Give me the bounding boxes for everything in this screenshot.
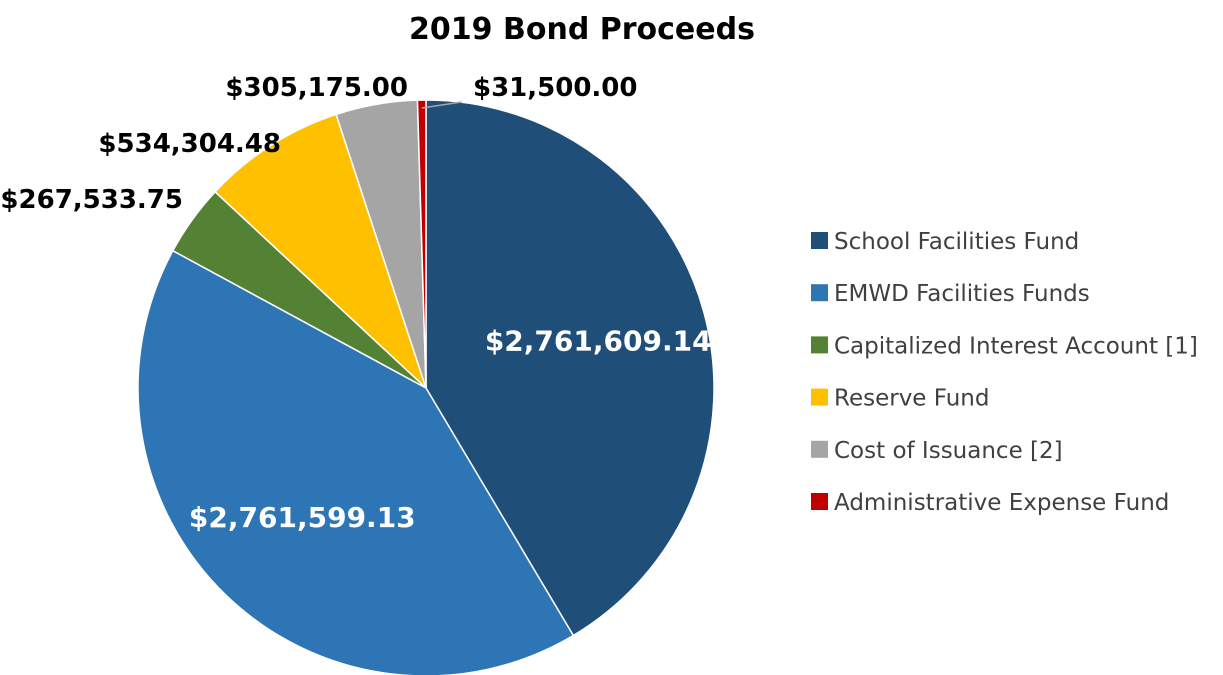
leader-line-administrative-expense-fund	[421, 101, 462, 109]
pie-slice-emwd-facilities-funds	[137, 249, 575, 675]
legend: School Facilities Fund EMWD Facilities Fu…	[811, 229, 1198, 516]
pie-slice-administrative-expense-fund	[416, 99, 427, 389]
legend-label-cost-of-issuance-2: Cost of Issuance [2]	[834, 438, 1063, 464]
data-label-reserve-fund: $534,304.48	[98, 129, 281, 159]
data-label-administrative-expense-fund: $31,500.00	[473, 73, 637, 103]
legend-swatch-capitalized-interest-account-1	[811, 336, 828, 354]
legend-swatch-reserve-fund	[811, 388, 828, 406]
chart-title: 2019 Bond Proceeds	[409, 12, 755, 47]
legend-swatch-emwd-facilities-funds	[811, 284, 828, 302]
data-label-emwd-facilities-funds: $2,761,599.13	[189, 501, 416, 534]
data-label-capitalized-interest-account-1: $267,533.75	[0, 185, 183, 215]
legend-label-capitalized-interest-account-1: Capitalized Interest Account [1]	[834, 333, 1198, 359]
data-label-school-facilities-fund: $2,761,609.14	[485, 325, 712, 358]
legend-swatch-school-facilities-fund	[811, 232, 828, 249]
legend-label-school-facilities-fund: School Facilities Fund	[834, 229, 1079, 255]
legend-label-emwd-facilities-funds: EMWD Facilities Funds	[834, 281, 1090, 307]
legend-label-reserve-fund: Reserve Fund	[834, 386, 990, 412]
legend-swatch-administrative-expense-fund	[811, 493, 828, 510]
legend-swatch-cost-of-issuance-2	[811, 440, 828, 458]
pie-slice-reserve-fund	[214, 113, 427, 389]
legend-label-administrative-expense-fund: Administrative Expense Fund	[834, 490, 1169, 516]
data-label-cost-of-issuance-2: $305,175.00	[225, 73, 408, 103]
pie-slice-school-facilities-fund	[425, 99, 715, 637]
